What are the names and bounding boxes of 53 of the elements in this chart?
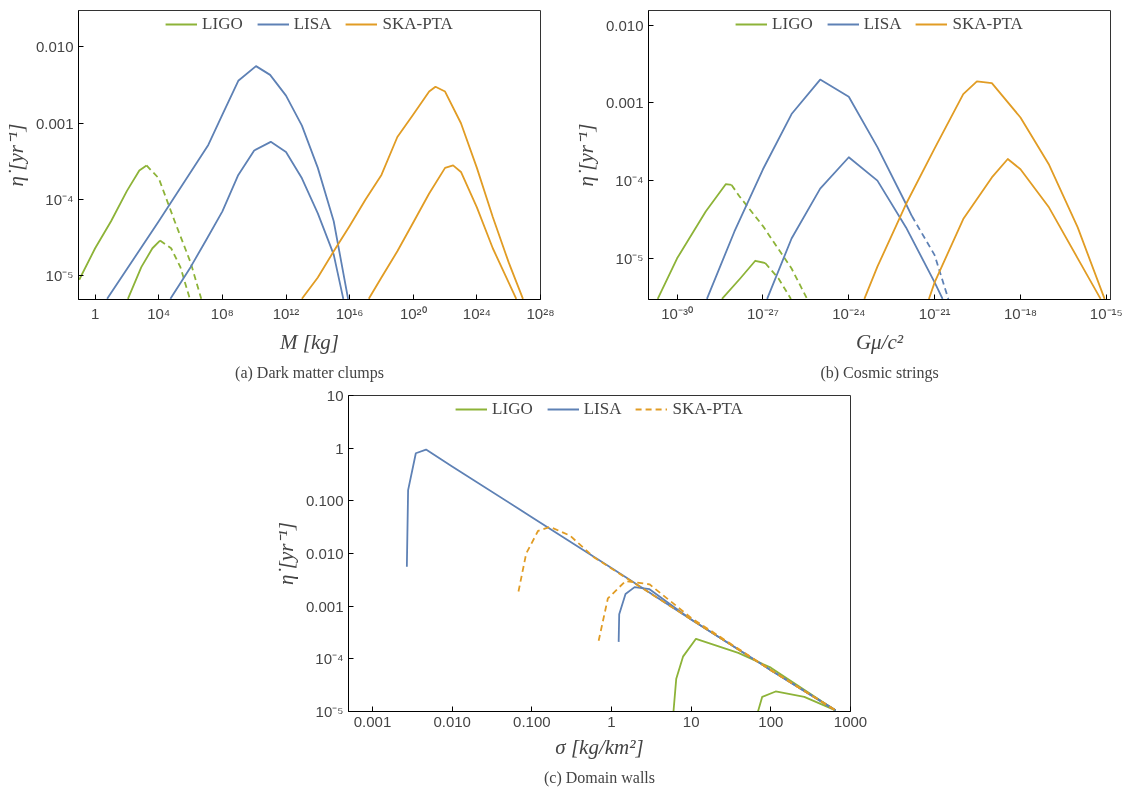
y-tick-label: 0.001 (605, 94, 644, 112)
y-tick-label: 0.010 (35, 38, 74, 56)
legend-label: LISA (863, 14, 902, 34)
y-tick-label: 0.100 (305, 492, 344, 510)
y-tick-label: 10⁻⁵ (615, 249, 644, 267)
legend-label: LIGO (492, 399, 533, 419)
x-tick-label: 1000 (833, 712, 868, 730)
x-tick-label: 10⁻³⁰ (661, 304, 693, 322)
x-tick-label: 1 (90, 304, 100, 322)
y-tick-label: 10⁻⁴ (315, 650, 344, 668)
y-axis-title: η̇ [yr⁻¹] (273, 522, 298, 585)
x-tick-label: 10⁻²⁴ (832, 304, 866, 322)
x-tick-label: 0.010 (433, 712, 471, 730)
x-tick-label: 10⁻²¹ (918, 304, 951, 322)
y-tick-label: 10⁻⁴ (45, 191, 74, 209)
x-axis-title: Gμ/c² (855, 329, 904, 354)
y-tick-label: 0.001 (35, 114, 74, 132)
text: (c) Domain walls (543, 768, 656, 787)
x-tick-label: 10²⁸ (526, 304, 555, 322)
x-tick-label: 10²⁰ (399, 304, 427, 322)
x-tick-label: 10⁻²⁷ (746, 304, 780, 322)
x-tick-label: 10⁻¹⁸ (1003, 304, 1037, 322)
y-tick-label: 0.010 (305, 545, 344, 562)
x-tick-label: 10⁻¹⁵ (1089, 304, 1123, 322)
text: (a) Dark matter clumps (235, 363, 384, 382)
legend-label: LIGO (202, 14, 243, 34)
legend-label: LISA (293, 14, 332, 34)
x-tick-label: 10²⁴ (462, 304, 491, 322)
x-tick-label: 0.001 (353, 712, 392, 730)
text: (b) Cosmic strings (820, 363, 939, 382)
x-axis-title: M [kg] (279, 329, 339, 354)
y-axis-title: η̇ [yr⁻¹] (573, 123, 598, 187)
legend-label: LISA (583, 399, 622, 419)
y-tick-label: 10⁻⁵ (45, 267, 74, 285)
legend-label: SKA-PTA (952, 14, 1023, 34)
y-tick-label: 1 (335, 439, 344, 457)
y-tick-label: 0.001 (305, 597, 344, 615)
y-axis-title: η̇ [yr⁻¹] (3, 123, 28, 187)
legend-label: SKA-PTA (672, 399, 743, 419)
x-tick-label: 100 (758, 712, 784, 730)
x-tick-label: 10⁸ (210, 304, 234, 322)
y-tick-label: 10 (326, 387, 344, 404)
x-tick-label: 10 (682, 712, 700, 730)
x-tick-label: 10¹⁶ (335, 304, 364, 322)
y-tick-label: 0.010 (605, 16, 644, 34)
y-tick-label: 10⁻⁴ (615, 172, 644, 190)
legend-label: SKA-PTA (382, 14, 453, 34)
legend-label: LIGO (772, 14, 813, 34)
x-tick-label: 10¹² (272, 304, 300, 322)
x-axis-title: σ [kg/km²] (555, 734, 644, 759)
x-tick-label: 0.100 (513, 712, 551, 730)
x-tick-label: 10⁴ (147, 304, 171, 322)
y-tick-label: 10⁻⁵ (315, 703, 344, 720)
